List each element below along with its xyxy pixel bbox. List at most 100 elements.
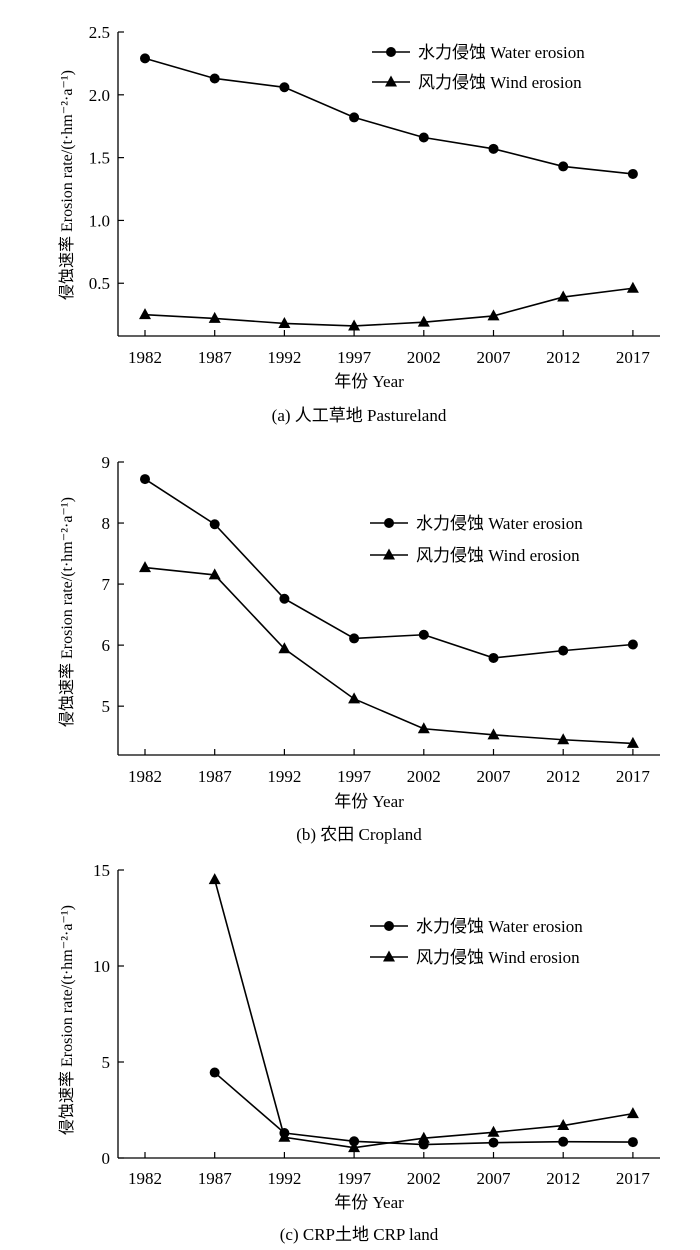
data-point-water-erosion [627,168,638,179]
x-tick-label: 1982 [128,767,162,786]
legend-triangle-marker [383,950,395,962]
legend-label: 水力侵蚀 Water erosion [416,917,583,936]
y-axis-label: 侵蚀速率 Erosion rate/(t·hm⁻²·a⁻¹) [58,497,76,727]
x-tick-label: 1982 [128,1169,162,1188]
data-point-wind-erosion [487,728,500,740]
x-tick-label: 1982 [128,348,162,367]
data-point-water-erosion [488,652,499,663]
y-tick-label: 0 [102,1149,111,1168]
x-tick-label: 2012 [546,767,580,786]
y-tick-label: 1.5 [89,149,110,168]
series-line-wind-erosion [144,287,634,327]
data-point-wind-erosion [626,736,639,748]
y-axis-label: 侵蚀速率 Erosion rate/(t·hm⁻²·a⁻¹) [58,905,76,1135]
data-point-water-erosion [418,629,429,640]
legend: 水力侵蚀 Water erosion 风力侵蚀 Wind erosion [370,917,583,967]
data-point-wind-erosion [208,568,221,580]
legend: 水力侵蚀 Water erosion 风力侵蚀 Wind erosion [372,43,585,92]
x-tick-label: 1987 [198,767,233,786]
x-tick-label: 2017 [616,1169,651,1188]
y-tick-label: 8 [102,514,111,533]
legend-label: 风力侵蚀 Wind erosion [418,73,582,92]
x-tick-label: 1992 [267,767,301,786]
data-point-water-erosion [140,474,150,485]
data-point-water-erosion [140,53,150,64]
data-point-wind-erosion [208,873,221,885]
x-tick-label: 2002 [407,348,441,367]
x-axis-label: 年份 Year [334,792,404,811]
data-point-water-erosion [349,112,360,123]
x-tick-label: 1997 [337,348,372,367]
data-point-water-erosion [279,82,290,93]
series-line-water-erosion [144,478,633,659]
data-point-water-erosion [209,73,220,84]
legend-circle-marker [384,921,394,931]
x-tick-label: 2002 [407,767,441,786]
x-tick-label: 2012 [546,348,580,367]
y-tick-label: 2.5 [89,23,110,42]
y-tick-label: 0.5 [89,274,110,293]
data-point-water-erosion [418,132,429,143]
y-tick-label: 5 [102,1053,111,1072]
y-tick-label: 1.0 [89,211,110,230]
data-point-wind-erosion [557,1119,570,1131]
data-point-wind-erosion [626,1107,639,1119]
x-tick-label: 2017 [616,348,651,367]
data-point-water-erosion [488,1137,499,1148]
data-point-wind-erosion [348,692,361,704]
x-tick-label: 2007 [477,348,512,367]
data-point-water-erosion [627,1137,638,1148]
data-point-wind-erosion [626,281,639,293]
figure-caption: (a) 人工草地 Pastureland [272,406,447,425]
legend-circle-marker [384,518,394,528]
data-point-water-erosion [558,645,569,656]
data-point-water-erosion [279,593,290,604]
data-point-wind-erosion [417,315,430,327]
x-tick-label: 2017 [616,767,651,786]
x-tick-label: 2007 [477,1169,512,1188]
legend-triangle-marker [383,548,395,560]
x-tick-label: 2002 [407,1169,441,1188]
x-tick-label: 1987 [198,348,233,367]
data-point-wind-erosion [348,319,361,331]
x-tick-label: 2012 [546,1169,580,1188]
y-tick-label: 6 [102,636,111,655]
x-tick-label: 2007 [477,767,512,786]
data-point-water-erosion [488,143,499,154]
x-tick-label: 1997 [337,1169,372,1188]
y-tick-label: 9 [102,453,111,472]
figure-caption: (c) CRP土地 CRP land [280,1225,439,1244]
data-point-wind-erosion [348,1141,361,1153]
legend-label: 风力侵蚀 Wind erosion [416,546,580,565]
data-point-water-erosion [209,519,220,530]
data-point-wind-erosion [557,733,570,745]
data-point-wind-erosion [278,1130,291,1142]
legend-label: 水力侵蚀 Water erosion [416,514,583,533]
data-point-water-erosion [349,633,360,644]
x-axis-label: 年份 Year [334,1193,404,1212]
x-tick-label: 1992 [267,348,301,367]
y-axis-label: 侵蚀速率 Erosion rate/(t·hm⁻²·a⁻¹) [58,70,76,300]
x-tick-label: 1992 [267,1169,301,1188]
series-line-wind-erosion [144,566,633,745]
figure-caption: (b) 农田 Cropland [296,825,422,844]
series-line-water-erosion [144,57,633,175]
y-tick-label: 5 [102,697,111,716]
x-tick-label: 1987 [198,1169,233,1188]
data-point-water-erosion [558,161,569,172]
data-point-wind-erosion [278,642,291,654]
data-point-water-erosion [627,639,638,650]
legend-circle-marker [386,47,396,57]
data-point-wind-erosion [278,316,291,328]
legend-label: 风力侵蚀 Wind erosion [416,948,580,967]
x-axis-label: 年份 Year [334,372,404,391]
data-point-wind-erosion [487,1125,500,1137]
y-tick-label: 2.0 [89,86,110,105]
data-point-wind-erosion [139,561,151,573]
legend: 水力侵蚀 Water erosion 风力侵蚀 Wind erosion [370,514,583,565]
data-point-wind-erosion [487,309,500,321]
y-tick-label: 10 [93,957,110,976]
chart-panel-3: 0 5 10 15 1982 1987 1992 1997 2002 2007 2012 2017 年份… [58,861,660,1244]
data-point-water-erosion [558,1136,569,1147]
